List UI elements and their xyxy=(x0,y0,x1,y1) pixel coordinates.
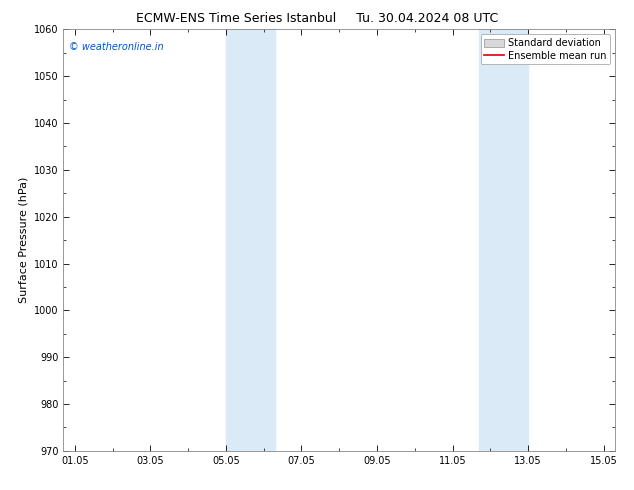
Text: ECMW-ENS Time Series Istanbul     Tu. 30.04.2024 08 UTC: ECMW-ENS Time Series Istanbul Tu. 30.04.… xyxy=(136,12,498,25)
Text: © weatheronline.in: © weatheronline.in xyxy=(69,42,164,52)
Y-axis label: Surface Pressure (hPa): Surface Pressure (hPa) xyxy=(18,177,29,303)
Bar xyxy=(226,29,275,451)
Bar xyxy=(479,29,528,451)
Legend: Standard deviation, Ensemble mean run: Standard deviation, Ensemble mean run xyxy=(481,34,610,65)
